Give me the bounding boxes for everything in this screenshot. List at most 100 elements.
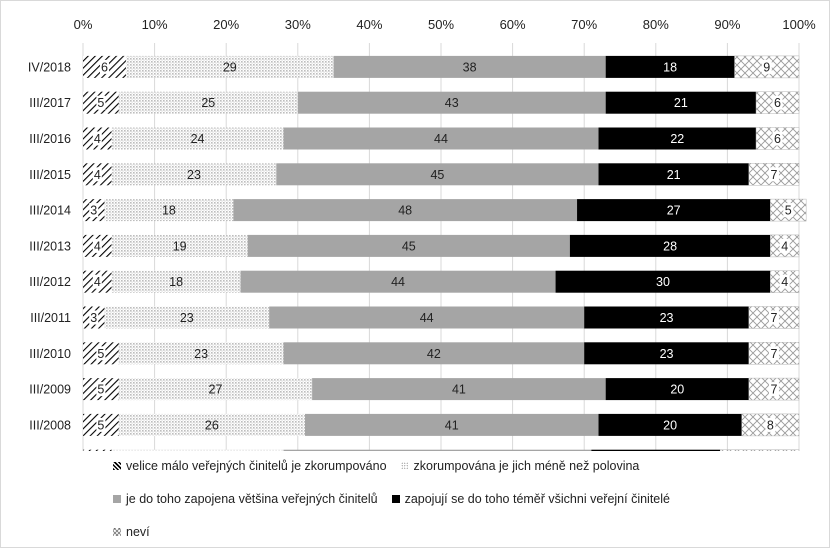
data-label: 6 bbox=[774, 96, 781, 110]
y-category-label: III/2015 bbox=[29, 168, 71, 182]
x-tick-label: 10% bbox=[142, 17, 168, 32]
bar-segment bbox=[276, 163, 599, 186]
bar-segment bbox=[297, 91, 606, 114]
legend-row-1: velice málo veřejných činitelů je zkorum… bbox=[113, 455, 813, 476]
data-label: 4 bbox=[781, 239, 788, 253]
data-label: 23 bbox=[660, 347, 674, 361]
label-backdrop bbox=[779, 238, 790, 253]
data-label: 4 bbox=[94, 132, 101, 146]
x-tick-label: 80% bbox=[643, 17, 669, 32]
x-tick-label: 40% bbox=[356, 17, 382, 32]
bar-segment bbox=[118, 91, 298, 114]
data-label: 4 bbox=[94, 275, 101, 289]
legend-item-vetsina: je do toho zapojena většina veřejných či… bbox=[113, 492, 378, 506]
y-category-label: III/2011 bbox=[30, 311, 71, 325]
bar-segment bbox=[283, 127, 599, 150]
data-label: 21 bbox=[667, 168, 681, 182]
data-label: 30 bbox=[656, 275, 670, 289]
legend-swatch-gray-icon bbox=[113, 494, 121, 503]
data-label: 7 bbox=[770, 383, 777, 397]
bars bbox=[83, 55, 807, 472]
data-label: 18 bbox=[169, 275, 183, 289]
bar-segment bbox=[111, 270, 241, 293]
x-tick-label: 100% bbox=[782, 17, 816, 32]
legend-item-mene-nez-polovina: zkorumpována je jich méně než polovina bbox=[400, 458, 640, 473]
data-label: 45 bbox=[402, 239, 416, 253]
bar-segment bbox=[598, 127, 757, 150]
bar-segment bbox=[83, 449, 112, 472]
label-backdrop bbox=[765, 417, 776, 432]
bar-segment bbox=[584, 306, 749, 329]
data-label: 23 bbox=[194, 347, 208, 361]
label-backdrop bbox=[96, 346, 106, 361]
data-label: 18 bbox=[162, 204, 176, 218]
data-label: 27 bbox=[667, 204, 681, 218]
data-label: 3 bbox=[90, 311, 97, 325]
legend-row-2: je do toho zapojena většina veřejných či… bbox=[113, 488, 813, 509]
label-backdrop bbox=[99, 59, 109, 74]
bar-segment bbox=[269, 306, 585, 329]
legend-label: neví bbox=[126, 524, 150, 539]
data-label: 7 bbox=[770, 311, 777, 325]
bar-segment bbox=[233, 199, 578, 222]
data-label: 24 bbox=[191, 132, 205, 146]
bar-segment bbox=[577, 199, 771, 222]
label-backdrop bbox=[92, 167, 102, 182]
data-label: 5 bbox=[97, 347, 104, 361]
bar-segment bbox=[111, 234, 248, 257]
stacked-bar-chart: 0% 10% 20% 30% 40% 50% 60% 70% 80% 90% 100% IV/2018… bbox=[24, 17, 816, 475]
data-label: 8 bbox=[767, 418, 774, 432]
x-tick-label: 20% bbox=[213, 17, 239, 32]
data-label: 4 bbox=[781, 275, 788, 289]
bar-segment bbox=[283, 449, 592, 472]
data-label: 25 bbox=[201, 96, 215, 110]
label-backdrop bbox=[92, 238, 102, 253]
label-backdrop bbox=[96, 95, 106, 110]
legend-swatch-black-icon bbox=[391, 494, 400, 503]
bar-segment bbox=[719, 449, 800, 472]
data-label: 19 bbox=[173, 239, 187, 253]
bar-segment bbox=[333, 55, 606, 78]
bar-segment bbox=[555, 270, 771, 293]
bar-segment bbox=[605, 91, 757, 114]
data-label: 23 bbox=[180, 311, 194, 325]
y-category-label: III/2008 bbox=[29, 418, 71, 432]
legend-label: velice málo veřejných činitelů je zkorum… bbox=[126, 458, 387, 473]
legend-label: zkorumpována je jich méně než polovina bbox=[413, 458, 640, 473]
bar-segment bbox=[111, 163, 277, 186]
bar-segment bbox=[605, 55, 735, 78]
y-category-label: III/2016 bbox=[29, 132, 71, 146]
y-category-label: III/2009 bbox=[29, 383, 71, 397]
data-label: 42 bbox=[427, 347, 441, 361]
label-backdrop bbox=[92, 131, 102, 146]
label-backdrop bbox=[761, 59, 772, 74]
data-label: 41 bbox=[445, 418, 459, 432]
y-category-label: III/2012 bbox=[29, 275, 71, 289]
bar-segment bbox=[118, 378, 313, 401]
bar-segment bbox=[569, 234, 771, 257]
data-label: 6 bbox=[101, 60, 108, 74]
data-label: 43 bbox=[445, 96, 459, 110]
x-tick-label: 90% bbox=[714, 17, 740, 32]
data-label: 5 bbox=[97, 96, 104, 110]
data-label: 4 bbox=[94, 168, 101, 182]
bar-segment bbox=[312, 378, 606, 401]
legend-row-3: neví bbox=[113, 521, 813, 542]
data-label: 27 bbox=[209, 383, 223, 397]
bar-segment bbox=[111, 449, 284, 472]
data-label: 48 bbox=[398, 204, 412, 218]
legend-item-velice-malo: velice málo veřejných činitelů je zkorum… bbox=[113, 459, 387, 473]
data-label: 29 bbox=[223, 60, 237, 74]
data-label: 4 bbox=[94, 239, 101, 253]
legend-label: je do toho zapojena většina veřejných či… bbox=[126, 491, 378, 506]
data-label: 5 bbox=[785, 204, 792, 218]
data-label: 21 bbox=[674, 96, 688, 110]
bar-segment bbox=[104, 199, 234, 222]
legend-swatch-crosshatch-icon bbox=[113, 527, 121, 536]
y-category-label: III/2010 bbox=[29, 347, 71, 361]
label-backdrop bbox=[89, 203, 99, 218]
label-backdrop bbox=[768, 310, 779, 325]
data-label: 45 bbox=[430, 168, 444, 182]
label-backdrop bbox=[783, 203, 794, 218]
